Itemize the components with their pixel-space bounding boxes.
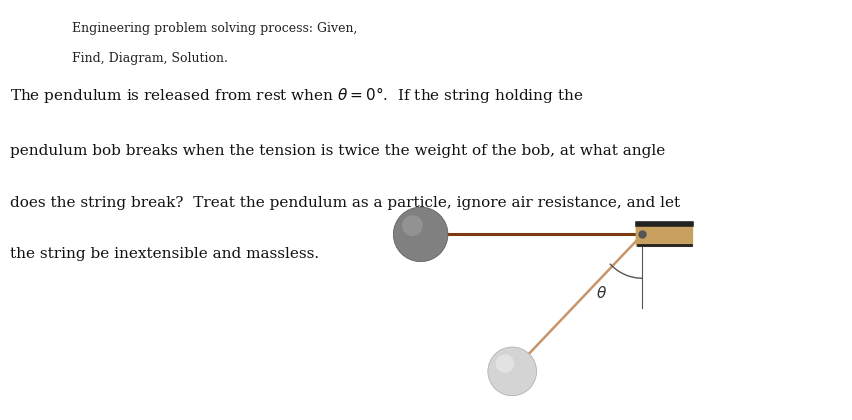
FancyBboxPatch shape: [636, 222, 694, 247]
Text: Engineering problem solving process: Given,: Engineering problem solving process: Giv…: [72, 21, 357, 34]
Circle shape: [394, 207, 448, 262]
Circle shape: [488, 347, 537, 396]
Circle shape: [402, 215, 423, 236]
Text: Find, Diagram, Solution.: Find, Diagram, Solution.: [72, 52, 227, 66]
Text: $\theta$: $\theta$: [596, 285, 607, 301]
Text: does the string break?  Treat the pendulum as a particle, ignore air resistance,: does the string break? Treat the pendulu…: [9, 196, 680, 210]
Text: The pendulum is released from rest when $\theta = 0\degree$.  If the string hold: The pendulum is released from rest when …: [9, 85, 583, 105]
Circle shape: [496, 354, 515, 373]
Text: pendulum bob breaks when the tension is twice the weight of the bob, at what ang: pendulum bob breaks when the tension is …: [9, 144, 665, 158]
Text: the string be inextensible and massless.: the string be inextensible and massless.: [9, 247, 319, 261]
